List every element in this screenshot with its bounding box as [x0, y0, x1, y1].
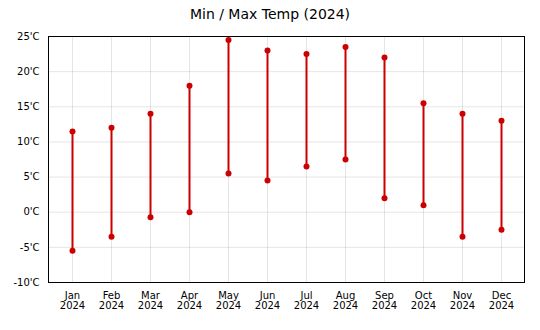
- svg-text:-10'C: -10'C: [13, 277, 39, 288]
- svg-text:Jul2024: Jul2024: [294, 290, 319, 311]
- svg-text:Aug2024: Aug2024: [333, 290, 358, 311]
- html-text:Min / Max Temp (2024): Min / Max Temp (2024): [189, 6, 351, 22]
- svg-text:Feb2024: Feb2024: [99, 290, 124, 311]
- svg-text:Oct2024: Oct2024: [411, 290, 436, 311]
- svg-text:25'C: 25'C: [17, 31, 39, 42]
- svg-text:0'C: 0'C: [23, 206, 39, 217]
- svg-text:5'C: 5'C: [23, 171, 39, 182]
- svg-text:Jun2024: Jun2024: [255, 290, 280, 311]
- svg-text:15'C: 15'C: [17, 101, 39, 112]
- svg-text:10'C: 10'C: [17, 136, 39, 147]
- svg-text:Mar2024: Mar2024: [138, 290, 163, 311]
- svg-text:May2024: May2024: [216, 290, 241, 311]
- svg-text:20'C: 20'C: [17, 66, 39, 77]
- svg-text:Nov2024: Nov2024: [450, 290, 475, 311]
- svg-text:-5'C: -5'C: [20, 242, 40, 253]
- svg-text:Jan2024: Jan2024: [60, 290, 85, 311]
- svg-text:Sep2024: Sep2024: [372, 290, 397, 311]
- svg-text:Dec2024: Dec2024: [489, 290, 514, 311]
- svg-text:Apr2024: Apr2024: [177, 290, 202, 311]
